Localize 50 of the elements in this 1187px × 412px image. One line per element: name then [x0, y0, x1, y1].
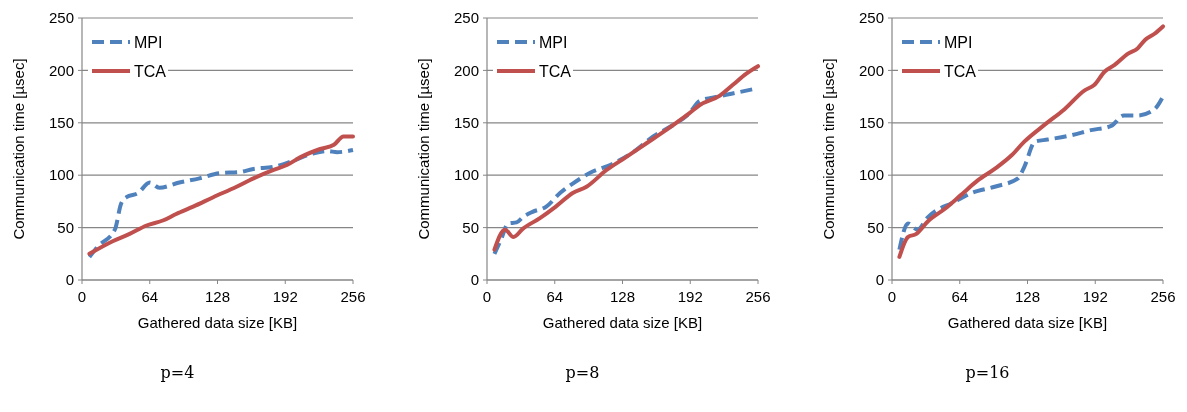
legend-label: MPI [944, 33, 973, 51]
x-tick-label: 0 [482, 288, 492, 305]
text: p=16 [965, 363, 1010, 382]
x-tick-label: 64 [546, 288, 564, 305]
y-axis-title: Communication time [µsec] [10, 58, 27, 240]
y-tick-label: 50 [867, 218, 884, 236]
x-axis-title: Gathered data size [KB] [542, 314, 703, 331]
y-tick-label: 0 [65, 271, 74, 289]
x-tick-label: 64 [951, 288, 969, 305]
y-tick-label: 0 [875, 271, 884, 289]
text: p=4 [160, 363, 195, 382]
legend-label: TCA [134, 62, 167, 80]
y-axis-title: Communication time [µsec] [820, 58, 837, 240]
y-tick-label: 150 [48, 114, 74, 132]
y-axis-title: Communication time [µsec] [415, 58, 432, 240]
x-tick-label: 192 [272, 288, 298, 305]
legend-label: MPI [134, 33, 163, 51]
x-axis-title: Gathered data size [KB] [947, 314, 1108, 331]
x-tick-label: 0 [887, 288, 897, 305]
y-tick-label: 50 [462, 218, 479, 236]
text: p=8 [565, 363, 600, 382]
y-tick-label: 200 [48, 61, 74, 79]
y-tick-label: 100 [453, 166, 479, 184]
x-tick-label: 256 [745, 288, 771, 305]
y-tick-label: 150 [858, 114, 884, 132]
y-tick-label: 150 [453, 114, 479, 132]
y-tick-label: 0 [470, 271, 479, 289]
legend-label: TCA [539, 62, 572, 80]
x-tick-label: 128 [204, 288, 231, 305]
x-tick-label: 128 [1014, 288, 1041, 305]
x-tick-label: 0 [77, 288, 87, 305]
y-tick-label: 200 [858, 61, 884, 79]
x-tick-label: 256 [1150, 288, 1176, 305]
x-axis-title: Gathered data size [KB] [137, 314, 298, 331]
x-tick-label: 256 [340, 288, 366, 305]
legend-label: TCA [944, 62, 977, 80]
y-tick-label: 50 [57, 218, 74, 236]
x-tick-label: 128 [609, 288, 636, 305]
y-tick-label: 100 [48, 166, 74, 184]
x-tick-label: 192 [677, 288, 703, 305]
line-series [897, 94, 1165, 252]
y-tick-label: 200 [453, 61, 479, 79]
line-series [897, 24, 1165, 259]
x-tick-label: 192 [1082, 288, 1108, 305]
x-tick-label: 64 [141, 288, 159, 305]
y-tick-label: 100 [858, 166, 884, 184]
y-tick-label: 250 [858, 9, 884, 27]
legend-label: MPI [539, 33, 568, 51]
y-tick-label: 250 [453, 9, 479, 27]
y-tick-label: 250 [48, 9, 74, 27]
